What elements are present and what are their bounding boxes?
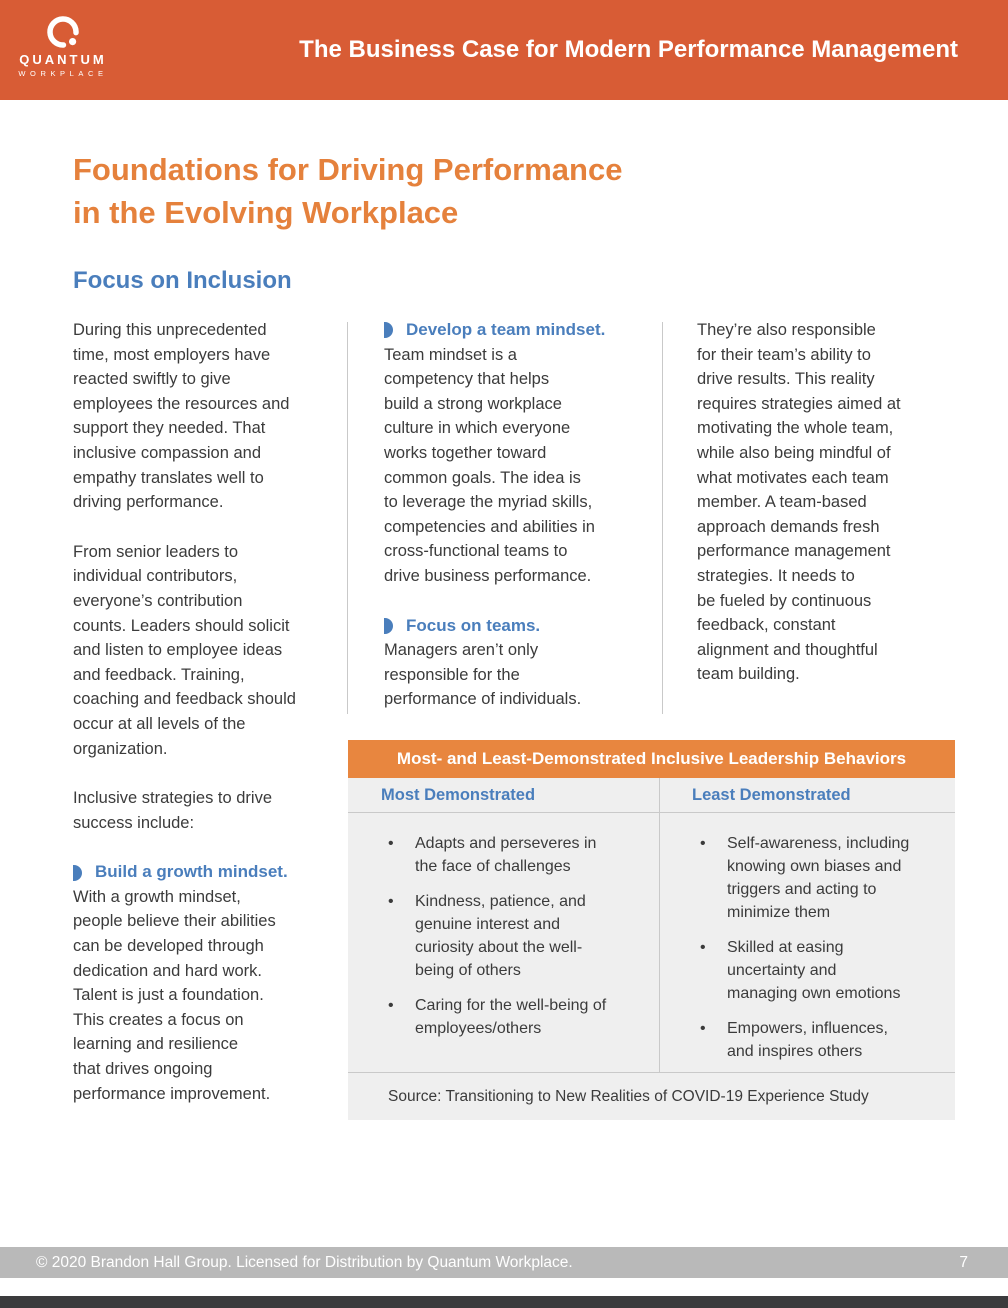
paragraph: Team mindset is a competency that helps … xyxy=(384,345,595,585)
bullet-icon: • xyxy=(700,939,706,956)
column-divider xyxy=(662,322,663,714)
table-source-note: Source: Transitioning to New Realities o… xyxy=(388,1087,869,1105)
logo-brand-text: QUANTUM xyxy=(19,52,107,67)
column-divider xyxy=(347,322,348,714)
logo-sub-text: WORKPLACE xyxy=(18,69,108,78)
strategy-heading: Build a growth mindset. xyxy=(73,860,335,885)
paragraph: Inclusive strategies to drive success in… xyxy=(73,789,273,832)
text-column-2: Develop a team mindset. Team mindset is … xyxy=(384,318,652,712)
half-circle-bullet-icon xyxy=(384,322,393,339)
table-bullets-row: • Adapts and perseveres in the face of c… xyxy=(348,813,955,1073)
bullet-icon: • xyxy=(388,893,394,910)
strategy-heading-label: Build a growth mindset. xyxy=(95,862,288,882)
list-item-text: Self-awareness, including knowing own bi… xyxy=(727,835,910,921)
table-header-least: Least Demonstrated xyxy=(692,785,851,804)
text-column-3: They’re also responsible for their team’… xyxy=(697,318,949,687)
bullet-icon: • xyxy=(388,997,394,1014)
paragraph: From senior leaders to individual contri… xyxy=(73,542,296,758)
paragraph: During this unprecedented time, most emp… xyxy=(73,321,290,512)
list-item: • Skilled at easing uncertainty and mana… xyxy=(700,936,945,1005)
paragraph: They’re also responsible for their team’… xyxy=(697,321,901,684)
page-number: 7 xyxy=(959,1253,968,1271)
list-item: • Caring for the well-being of employees… xyxy=(388,994,649,1040)
quantum-workplace-logo: QUANTUM WORKPLACE xyxy=(17,14,109,79)
list-item-text: Kindness, patience, and genuine interest… xyxy=(415,893,586,979)
section-heading: Focus on Inclusion xyxy=(73,267,292,294)
paragraph: With a growth mindset, people believe th… xyxy=(73,887,276,1103)
list-item-text: Skilled at easing uncertainty and managi… xyxy=(727,939,901,1002)
strategy-heading: Focus on teams. xyxy=(384,614,652,639)
strategy-heading-label: Focus on teams. xyxy=(406,615,541,635)
bottom-edge-bar xyxy=(0,1296,1008,1308)
text-column-1: During this unprecedented time, most emp… xyxy=(73,318,335,1106)
table-header-most: Most Demonstrated xyxy=(348,778,660,812)
half-circle-bullet-icon xyxy=(384,617,393,634)
table-body: Most Demonstrated Least Demonstrated • A… xyxy=(348,778,955,1120)
list-item-text: Caring for the well-being of employees/o… xyxy=(415,997,607,1037)
logo-circle-icon xyxy=(47,16,79,48)
document-title: The Business Case for Modern Performance… xyxy=(299,36,958,63)
leadership-behaviors-table: Most- and Least-Demonstrated Inclusive L… xyxy=(348,740,955,1120)
header-bar: QUANTUM WORKPLACE The Business Case for … xyxy=(0,0,1008,100)
strategy-heading-label: Develop a team mindset. xyxy=(406,320,606,339)
most-demonstrated-list: • Adapts and perseveres in the face of c… xyxy=(348,813,660,1072)
strategy-heading: Develop a team mindset. xyxy=(384,318,652,343)
list-item-text: Empowers, influences, and inspires other… xyxy=(727,1020,888,1060)
list-item: • Self-awareness, including knowing own … xyxy=(700,832,945,924)
table-header-row: Most Demonstrated Least Demonstrated xyxy=(348,778,955,813)
paragraph: Managers aren’t only responsible for the… xyxy=(384,641,582,709)
table-title: Most- and Least-Demonstrated Inclusive L… xyxy=(348,740,955,778)
bullet-icon: • xyxy=(700,835,706,852)
list-item: • Kindness, patience, and genuine intere… xyxy=(388,890,649,982)
page-heading: Foundations for Driving Performance in t… xyxy=(73,152,623,230)
list-item: • Adapts and perseveres in the face of c… xyxy=(388,832,649,878)
copyright-text: © 2020 Brandon Hall Group. Licensed for … xyxy=(36,1253,573,1271)
least-demonstrated-list: • Self-awareness, including knowing own … xyxy=(660,813,955,1072)
footer-bar: © 2020 Brandon Hall Group. Licensed for … xyxy=(0,1247,1008,1278)
list-item-text: Adapts and perseveres in the face of cha… xyxy=(415,835,597,875)
half-circle-bullet-icon xyxy=(73,864,82,881)
bullet-icon: • xyxy=(700,1020,706,1037)
list-item: • Empowers, influences, and inspires oth… xyxy=(700,1017,945,1063)
bullet-icon: • xyxy=(388,835,394,852)
